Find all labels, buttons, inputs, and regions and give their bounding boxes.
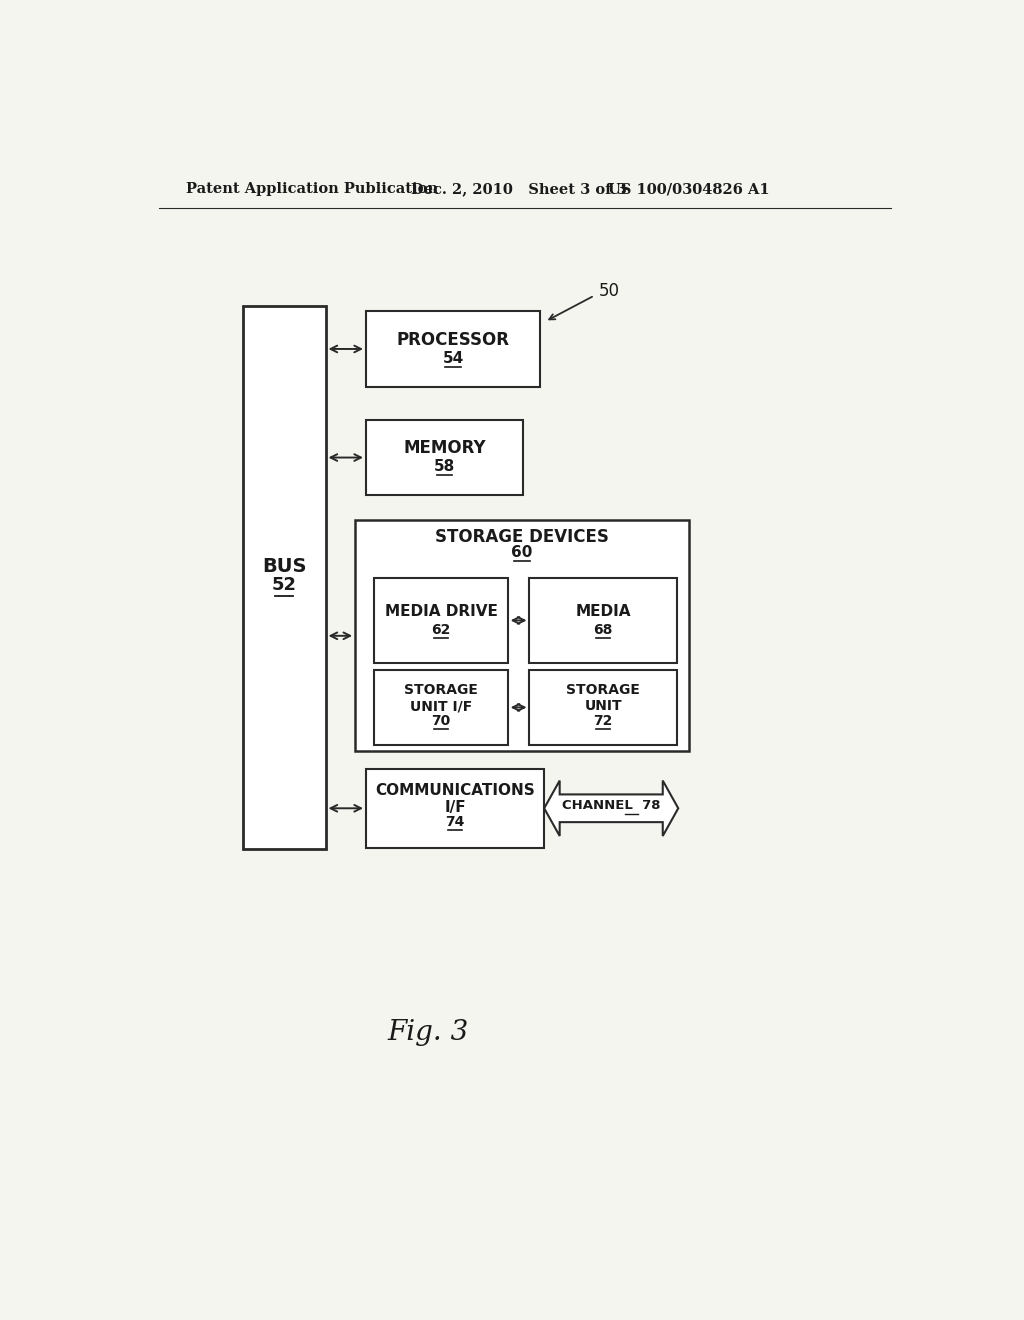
Text: CHANNEL  78: CHANNEL 78 [562, 800, 660, 813]
Bar [529, 669, 677, 744]
Text: US 100/0304826 A1: US 100/0304826 A1 [608, 182, 770, 197]
Text: 62: 62 [431, 623, 451, 636]
Bar [366, 420, 523, 495]
Bar [375, 669, 508, 744]
Bar [243, 306, 326, 849]
Text: Fig. 3: Fig. 3 [388, 1019, 469, 1045]
Text: 54: 54 [442, 351, 464, 366]
Text: Dec. 2, 2010   Sheet 3 of 3: Dec. 2, 2010 Sheet 3 of 3 [411, 182, 627, 197]
Text: MEDIA DRIVE: MEDIA DRIVE [385, 603, 498, 619]
Text: 60: 60 [511, 545, 532, 560]
Bar [529, 578, 677, 663]
Text: 72: 72 [593, 714, 612, 729]
Text: 68: 68 [593, 623, 612, 636]
Bar [375, 578, 508, 663]
Text: 70: 70 [431, 714, 451, 729]
Text: MEMORY: MEMORY [403, 440, 486, 457]
Bar [366, 312, 541, 387]
Text: PROCESSOR: PROCESSOR [396, 331, 510, 348]
Text: STORAGE DEVICES: STORAGE DEVICES [435, 528, 609, 546]
Text: 52: 52 [271, 577, 297, 594]
Bar [366, 770, 544, 847]
Text: 74: 74 [445, 816, 465, 829]
Text: BUS: BUS [262, 557, 306, 576]
Text: 50: 50 [599, 282, 621, 300]
Text: Patent Application Publication: Patent Application Publication [186, 182, 438, 197]
Bar [355, 520, 689, 751]
Text: STORAGE
UNIT: STORAGE UNIT [566, 682, 640, 713]
Text: 58: 58 [434, 459, 456, 474]
Polygon shape [544, 780, 678, 836]
Text: STORAGE
UNIT I/F: STORAGE UNIT I/F [404, 682, 478, 713]
Text: MEDIA: MEDIA [575, 603, 631, 619]
Text: COMMUNICATIONS
I/F: COMMUNICATIONS I/F [375, 783, 535, 816]
